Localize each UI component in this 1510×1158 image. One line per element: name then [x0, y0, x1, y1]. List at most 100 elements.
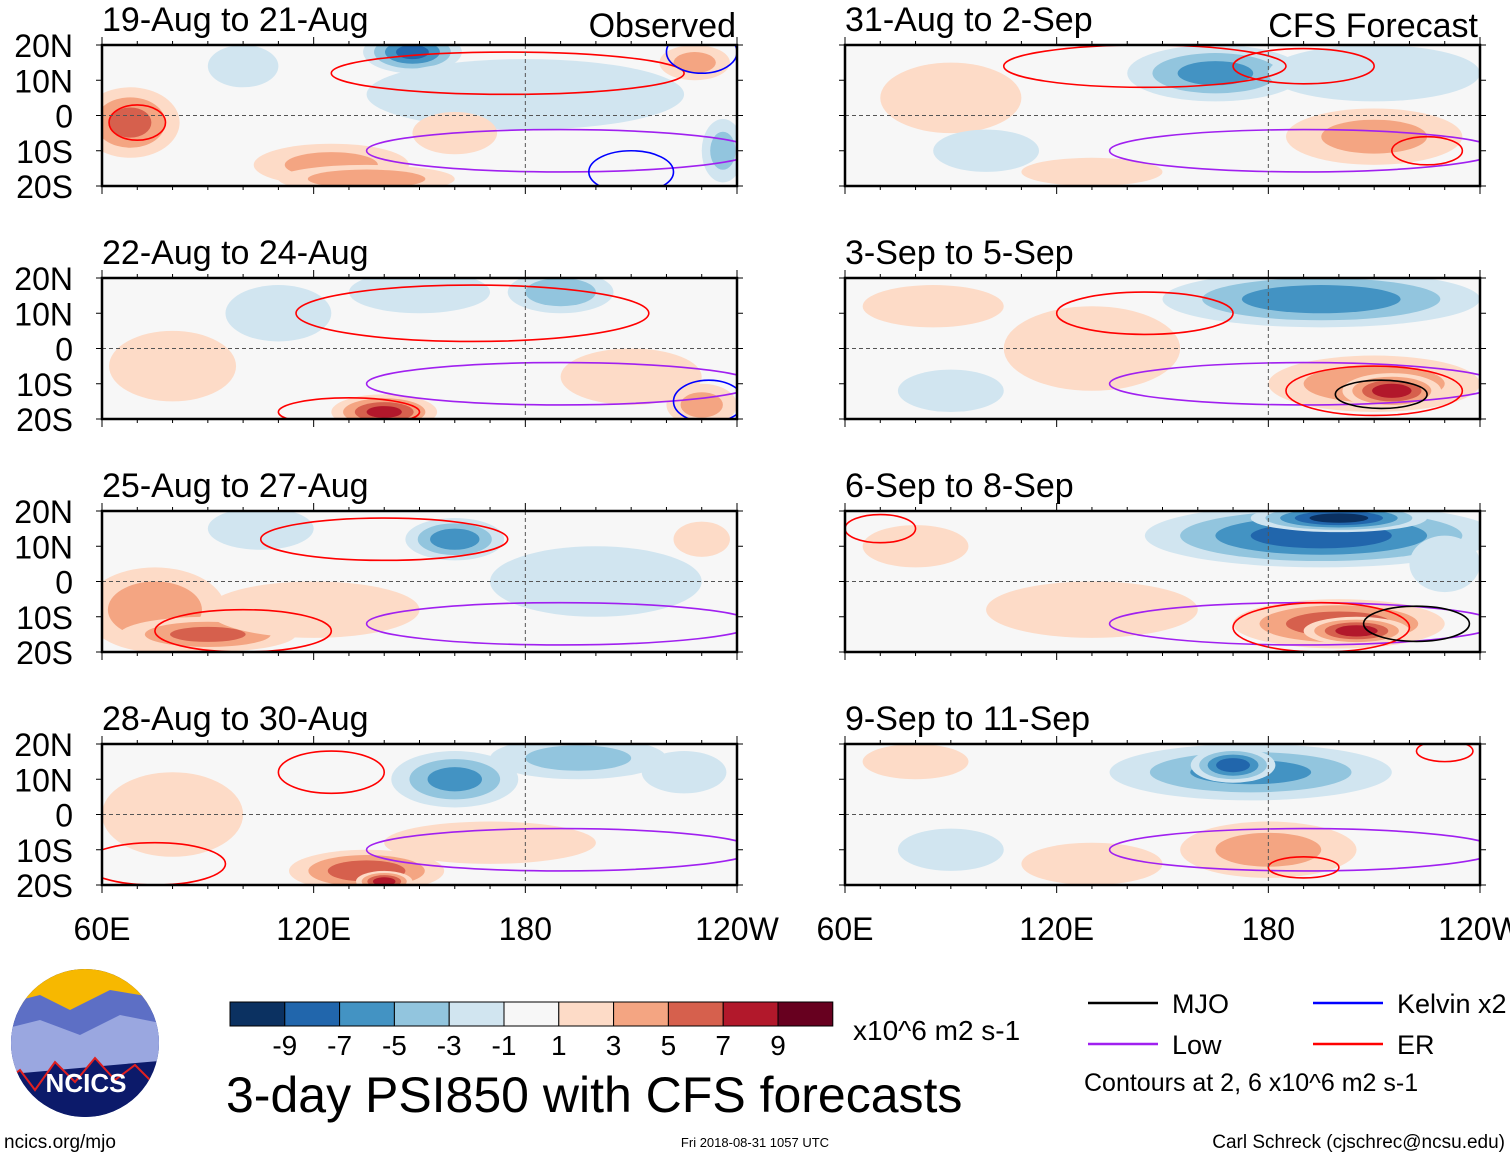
panel-title: 22-Aug to 24-Aug — [102, 234, 369, 272]
anomaly-blob — [1409, 535, 1480, 593]
legend-label: Low — [1172, 1030, 1222, 1060]
map-panel — [839, 736, 1486, 893]
blue-contour — [665, 45, 737, 74]
lat-tick-label: 0 — [55, 798, 73, 834]
lat-tick-label: 10N — [14, 63, 73, 99]
lat-tick-label: 10N — [14, 762, 73, 798]
colorbar-swatch — [667, 1001, 724, 1027]
wave-contours — [1108, 744, 1480, 879]
lon-tick-label: 60E — [74, 911, 131, 947]
anomaly-blob — [366, 406, 402, 418]
anomaly-blob — [1372, 383, 1412, 398]
er-contour — [1002, 45, 1287, 89]
lon-tick-label: 120E — [1019, 911, 1094, 947]
legend-label: MJO — [1172, 989, 1229, 1019]
colorbar-swatch — [558, 1001, 615, 1027]
anomaly-blob — [525, 745, 632, 771]
lat-tick-label: 20N — [14, 261, 73, 297]
er-contour — [259, 517, 509, 562]
forecast-label: CFS Forecast — [1268, 7, 1478, 45]
lon-tick-label: 60E — [817, 911, 874, 947]
panel-title: 9-Sep to 11-Sep — [845, 700, 1090, 738]
lat-tick-label: 0 — [55, 332, 73, 368]
anomaly-blob — [170, 626, 246, 642]
wave-contours — [845, 513, 1480, 652]
anomaly-blob — [680, 392, 723, 418]
blue-contour — [588, 149, 675, 186]
map-panel — [839, 270, 1486, 427]
panel-title: 3-Sep to 5-Sep — [845, 234, 1074, 272]
er-contour — [1055, 291, 1234, 336]
anomaly-blob — [641, 751, 727, 794]
anomaly-blob — [372, 877, 396, 885]
anomaly-blob — [1021, 842, 1163, 885]
lat-tick-label: 0 — [55, 565, 73, 601]
colorbar-swatch — [339, 1001, 395, 1027]
colorbar-swatch — [229, 1001, 286, 1027]
colorbar-tick-label: 9 — [770, 1030, 786, 1061]
anomaly-blob — [897, 369, 1004, 412]
er-contour — [1232, 47, 1375, 85]
logo-text: NCICS — [46, 1068, 127, 1098]
wave-contours — [108, 45, 737, 186]
colorbar-tick-label: 3 — [606, 1030, 622, 1061]
panel-title: 28-Aug to 30-Aug — [102, 700, 369, 738]
er-contour — [1391, 135, 1464, 166]
anomaly-blob — [1321, 119, 1428, 154]
anomaly-blob — [109, 330, 237, 402]
wave-contours — [1002, 45, 1480, 173]
colorbar-swatch — [777, 1001, 834, 1027]
colorbar-tick-label: 5 — [661, 1030, 677, 1061]
lat-tick-label: 20S — [16, 868, 73, 904]
observed-label: Observed — [589, 7, 736, 45]
low-contour — [365, 827, 737, 872]
anomaly-blob — [880, 62, 1022, 134]
er-contour — [1232, 601, 1411, 652]
anomaly-blob — [207, 45, 279, 88]
mjo-contour — [1362, 605, 1471, 643]
lon-tick-label: 120W — [695, 911, 779, 947]
map-panel — [96, 37, 743, 194]
anomaly-blob — [225, 285, 332, 342]
legend-label: ER — [1397, 1030, 1435, 1060]
timestamp: Fri 2018-08-31 1057 UTC — [681, 1135, 829, 1150]
map-panel — [96, 736, 743, 893]
anomaly-blob — [1021, 157, 1163, 186]
lat-tick-label: 10S — [16, 134, 73, 170]
low-contour — [365, 128, 737, 173]
anomaly-blob — [862, 285, 1004, 328]
mjo-contour — [1334, 379, 1428, 410]
blue-contour — [672, 379, 737, 419]
anomaly-blob — [1177, 61, 1254, 86]
colorbar-tick-label: 7 — [715, 1030, 731, 1061]
colorbar-tick-label: -1 — [492, 1030, 517, 1061]
low-contour — [365, 601, 737, 646]
colorbar-tick-label: -5 — [382, 1030, 407, 1061]
lat-tick-label: 20S — [16, 169, 73, 205]
lon-tick-label: 120W — [1438, 911, 1510, 947]
wave-contours — [1055, 291, 1480, 417]
anomaly-blob — [933, 129, 1040, 172]
wave-contours — [277, 284, 737, 419]
anomaly-blob — [1335, 625, 1378, 637]
anomaly-blob — [427, 767, 482, 792]
anomaly-blob — [525, 278, 596, 307]
lat-tick-label: 20N — [14, 727, 73, 763]
map-panel — [96, 270, 743, 427]
er-contour — [277, 397, 421, 419]
wave-contours — [154, 517, 737, 652]
units-label: x10^6 m2 s-1 — [853, 1015, 1020, 1046]
er-contour — [1285, 365, 1464, 417]
anomaly-blob — [109, 107, 152, 138]
wave-contours — [102, 750, 737, 885]
lat-tick-label: 10S — [16, 600, 73, 636]
colorbar-tick-label: -3 — [437, 1030, 462, 1061]
low-contour — [1108, 128, 1480, 173]
panel-title: 31-Aug to 2-Sep — [845, 1, 1093, 39]
lat-tick-label: 0 — [55, 99, 73, 135]
anomaly-blob — [430, 528, 480, 550]
anomaly-blob — [862, 744, 969, 780]
anomaly-blob — [710, 131, 736, 170]
er-contour — [1415, 744, 1474, 763]
